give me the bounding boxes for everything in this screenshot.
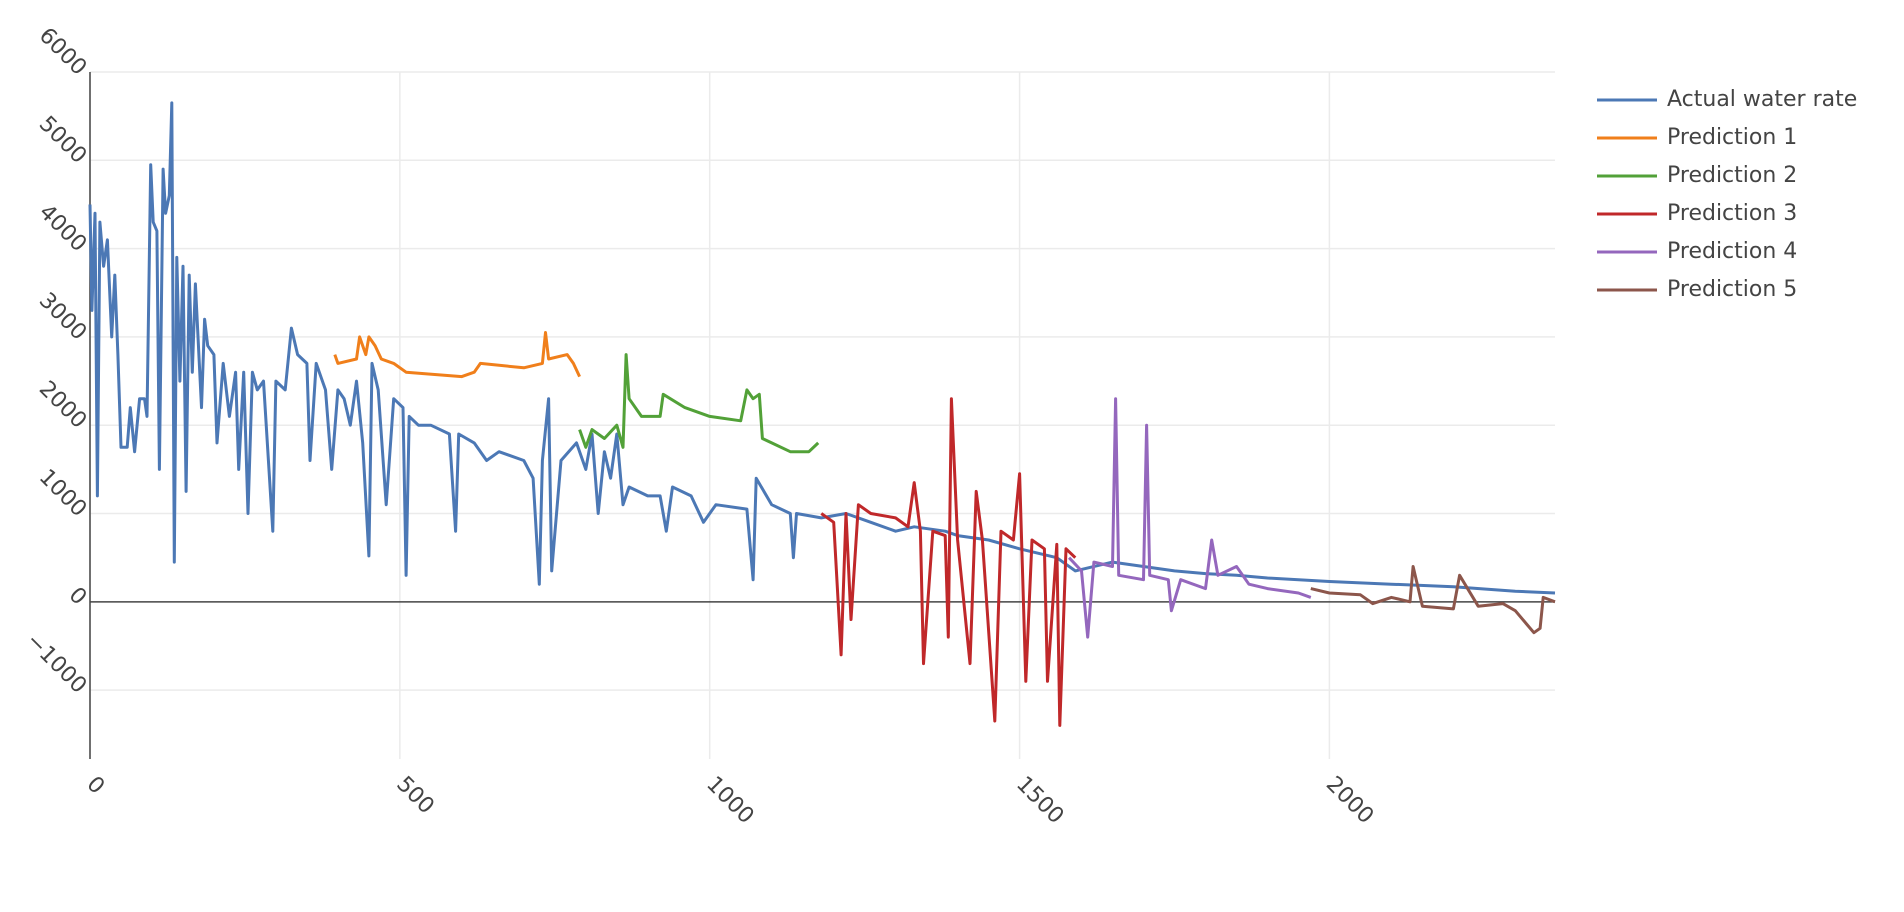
series-line bbox=[88, 101, 1556, 595]
legend-label: Prediction 4 bbox=[1667, 239, 1797, 264]
series-line bbox=[1068, 397, 1312, 639]
x-tick-label: 1000 bbox=[701, 772, 758, 829]
legend-label: Prediction 5 bbox=[1667, 277, 1797, 302]
y-tick-label: 3000 bbox=[34, 288, 91, 345]
legend-label: Prediction 1 bbox=[1667, 125, 1797, 150]
y-tick-label: 5000 bbox=[34, 112, 91, 169]
x-tick-label: 1500 bbox=[1011, 772, 1068, 829]
y-tick-label: 2000 bbox=[34, 376, 91, 433]
legend-label: Prediction 2 bbox=[1667, 163, 1797, 188]
y-tick-label: −1000 bbox=[21, 628, 91, 698]
legend-label: Prediction 3 bbox=[1667, 201, 1797, 226]
series-line bbox=[578, 353, 820, 454]
x-tick-label: 500 bbox=[391, 772, 438, 819]
y-tick-label: 0 bbox=[64, 583, 92, 611]
x-tick-label: 2000 bbox=[1321, 772, 1378, 829]
y-tick-label: 1000 bbox=[34, 465, 91, 522]
legend-label: Actual water rate bbox=[1667, 87, 1857, 112]
series-line bbox=[333, 331, 581, 379]
series-line bbox=[820, 397, 1077, 727]
y-tick-label: 4000 bbox=[34, 200, 91, 257]
series-line bbox=[1310, 565, 1556, 635]
x-tick-label: 0 bbox=[82, 772, 110, 800]
y-tick-label: 6000 bbox=[34, 23, 91, 80]
